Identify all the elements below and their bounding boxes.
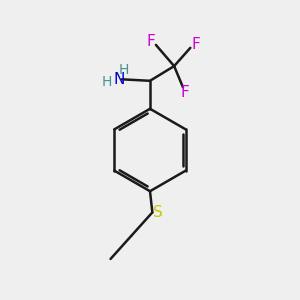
Text: F: F [191,38,200,52]
Text: H: H [101,75,112,89]
Text: F: F [180,85,189,100]
Text: N: N [114,72,125,87]
Text: H: H [118,64,129,77]
Text: S: S [153,205,163,220]
Text: F: F [146,34,155,50]
